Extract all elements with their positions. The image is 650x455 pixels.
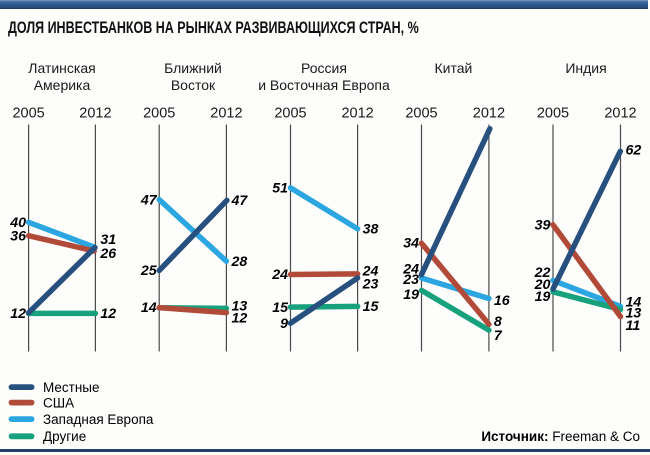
svg-text:2012: 2012 [604, 106, 636, 122]
svg-text:США: США [43, 395, 74, 410]
svg-text:31: 31 [100, 232, 116, 248]
svg-text:13: 13 [626, 306, 642, 322]
svg-text:15: 15 [363, 299, 380, 315]
svg-text:9: 9 [280, 316, 288, 332]
svg-text:11: 11 [626, 318, 641, 334]
svg-text:36: 36 [10, 228, 26, 244]
svg-text:40: 40 [9, 215, 26, 231]
svg-text:2005: 2005 [405, 106, 437, 122]
svg-text:51: 51 [272, 181, 288, 197]
svg-text:24: 24 [402, 261, 419, 277]
svg-text:2005: 2005 [143, 106, 175, 122]
svg-text:23: 23 [362, 276, 379, 292]
svg-text:24: 24 [362, 263, 379, 279]
svg-text:25: 25 [140, 263, 158, 279]
svg-text:26: 26 [99, 246, 116, 262]
svg-text:8: 8 [494, 314, 502, 330]
svg-text:Местные: Местные [43, 380, 100, 395]
svg-text:7: 7 [494, 328, 503, 344]
svg-text:47: 47 [140, 192, 158, 208]
svg-text:2005: 2005 [12, 106, 44, 122]
svg-text:23: 23 [402, 272, 419, 288]
svg-text:12: 12 [100, 306, 116, 322]
svg-text:2012: 2012 [79, 106, 111, 122]
svg-text:62: 62 [626, 143, 642, 159]
svg-text:2012: 2012 [210, 106, 242, 122]
svg-text:19: 19 [535, 289, 551, 305]
svg-text:22: 22 [534, 265, 551, 281]
svg-text:Источник: Freeman & Co: Источник: Freeman & Co [481, 429, 640, 444]
svg-text:34: 34 [403, 236, 419, 252]
svg-text:15: 15 [272, 300, 289, 316]
svg-text:13: 13 [232, 299, 248, 315]
svg-text:24: 24 [271, 267, 288, 283]
svg-text:12: 12 [10, 306, 26, 322]
svg-text:2012: 2012 [473, 106, 505, 122]
svg-text:12: 12 [232, 311, 248, 327]
svg-text:16: 16 [494, 293, 510, 309]
svg-text:14: 14 [626, 294, 642, 310]
svg-text:19: 19 [403, 287, 419, 303]
svg-text:47: 47 [231, 193, 249, 209]
svg-text:20: 20 [534, 277, 551, 293]
svg-text:2012: 2012 [341, 106, 373, 122]
svg-text:39: 39 [535, 217, 551, 233]
svg-text:Другие: Другие [43, 429, 86, 444]
svg-text:28: 28 [231, 254, 248, 270]
svg-text:Западная Европа: Западная Европа [43, 412, 154, 427]
svg-text:2005: 2005 [537, 106, 569, 122]
svg-text:2005: 2005 [274, 106, 306, 122]
svg-text:38: 38 [363, 222, 379, 238]
svg-text:14: 14 [141, 300, 157, 316]
